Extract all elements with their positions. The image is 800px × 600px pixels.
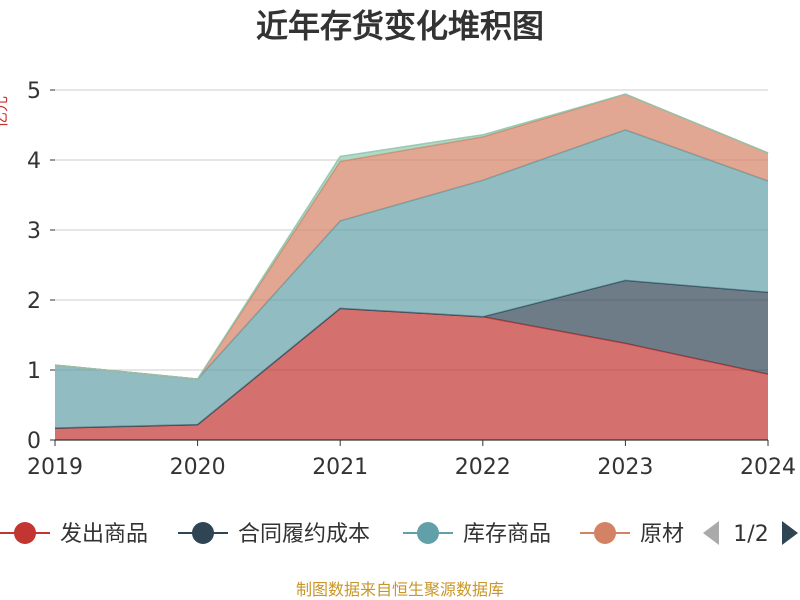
- legend-item-原材[interactable]: 原材: [580, 522, 684, 547]
- y-tick-label-4: 4: [27, 149, 41, 174]
- pager-next-icon: [782, 521, 798, 545]
- legend-marker-合同履约成本: [192, 522, 214, 544]
- y-tick-label-5: 5: [27, 79, 41, 104]
- y-axis-label: 亿元: [0, 96, 10, 128]
- area-合同履约成本: [55, 280, 768, 429]
- area-发出商品: [55, 308, 768, 440]
- area-原材料: [55, 94, 768, 380]
- axes: 0 1 2 3 4 5 2019 2020 2021 2022 2023 2024: [27, 79, 796, 480]
- legend-pager[interactable]: 1/2: [703, 521, 798, 547]
- legend-item-发出商品[interactable]: 发出商品: [0, 522, 148, 547]
- legend-label-库存商品: 库存商品: [463, 522, 551, 547]
- legend-label-发出商品: 发出商品: [60, 522, 148, 547]
- legend[interactable]: 发出商品 合同履约成本 库存商品 原材 1/2: [0, 521, 798, 547]
- legend-item-库存商品[interactable]: 库存商品: [403, 522, 551, 547]
- pager-prev-icon: [703, 521, 719, 545]
- x-tick-label-2021: 2021: [312, 455, 368, 480]
- x-tick-label-2024: 2024: [740, 455, 796, 480]
- legend-marker-发出商品: [14, 522, 36, 544]
- legend-item-合同履约成本[interactable]: 合同履约成本: [178, 522, 370, 547]
- chart-title: 近年存货变化堆积图: [256, 7, 544, 45]
- y-tick-label-3: 3: [27, 219, 41, 244]
- x-tick-label-2019: 2019: [27, 455, 83, 480]
- line-series-4: [54, 93, 769, 380]
- x-tick-label-2022: 2022: [455, 455, 511, 480]
- y-tick-label-2: 2: [27, 289, 41, 314]
- legend-marker-库存商品: [417, 522, 439, 544]
- x-tick-label-2023: 2023: [597, 455, 653, 480]
- area-库存商品: [55, 129, 768, 429]
- legend-label-合同履约成本: 合同履约成本: [238, 522, 370, 547]
- pager-text: 1/2: [733, 522, 768, 547]
- area-series: [54, 93, 769, 440]
- y-tick-label-1: 1: [27, 359, 41, 384]
- legend-label-原材: 原材: [640, 522, 684, 547]
- y-tick-label-0: 0: [27, 429, 41, 454]
- x-tick-label-2020: 2020: [170, 455, 226, 480]
- source-note: 制图数据来自恒生聚源数据库: [296, 580, 504, 599]
- legend-marker-原材: [594, 522, 616, 544]
